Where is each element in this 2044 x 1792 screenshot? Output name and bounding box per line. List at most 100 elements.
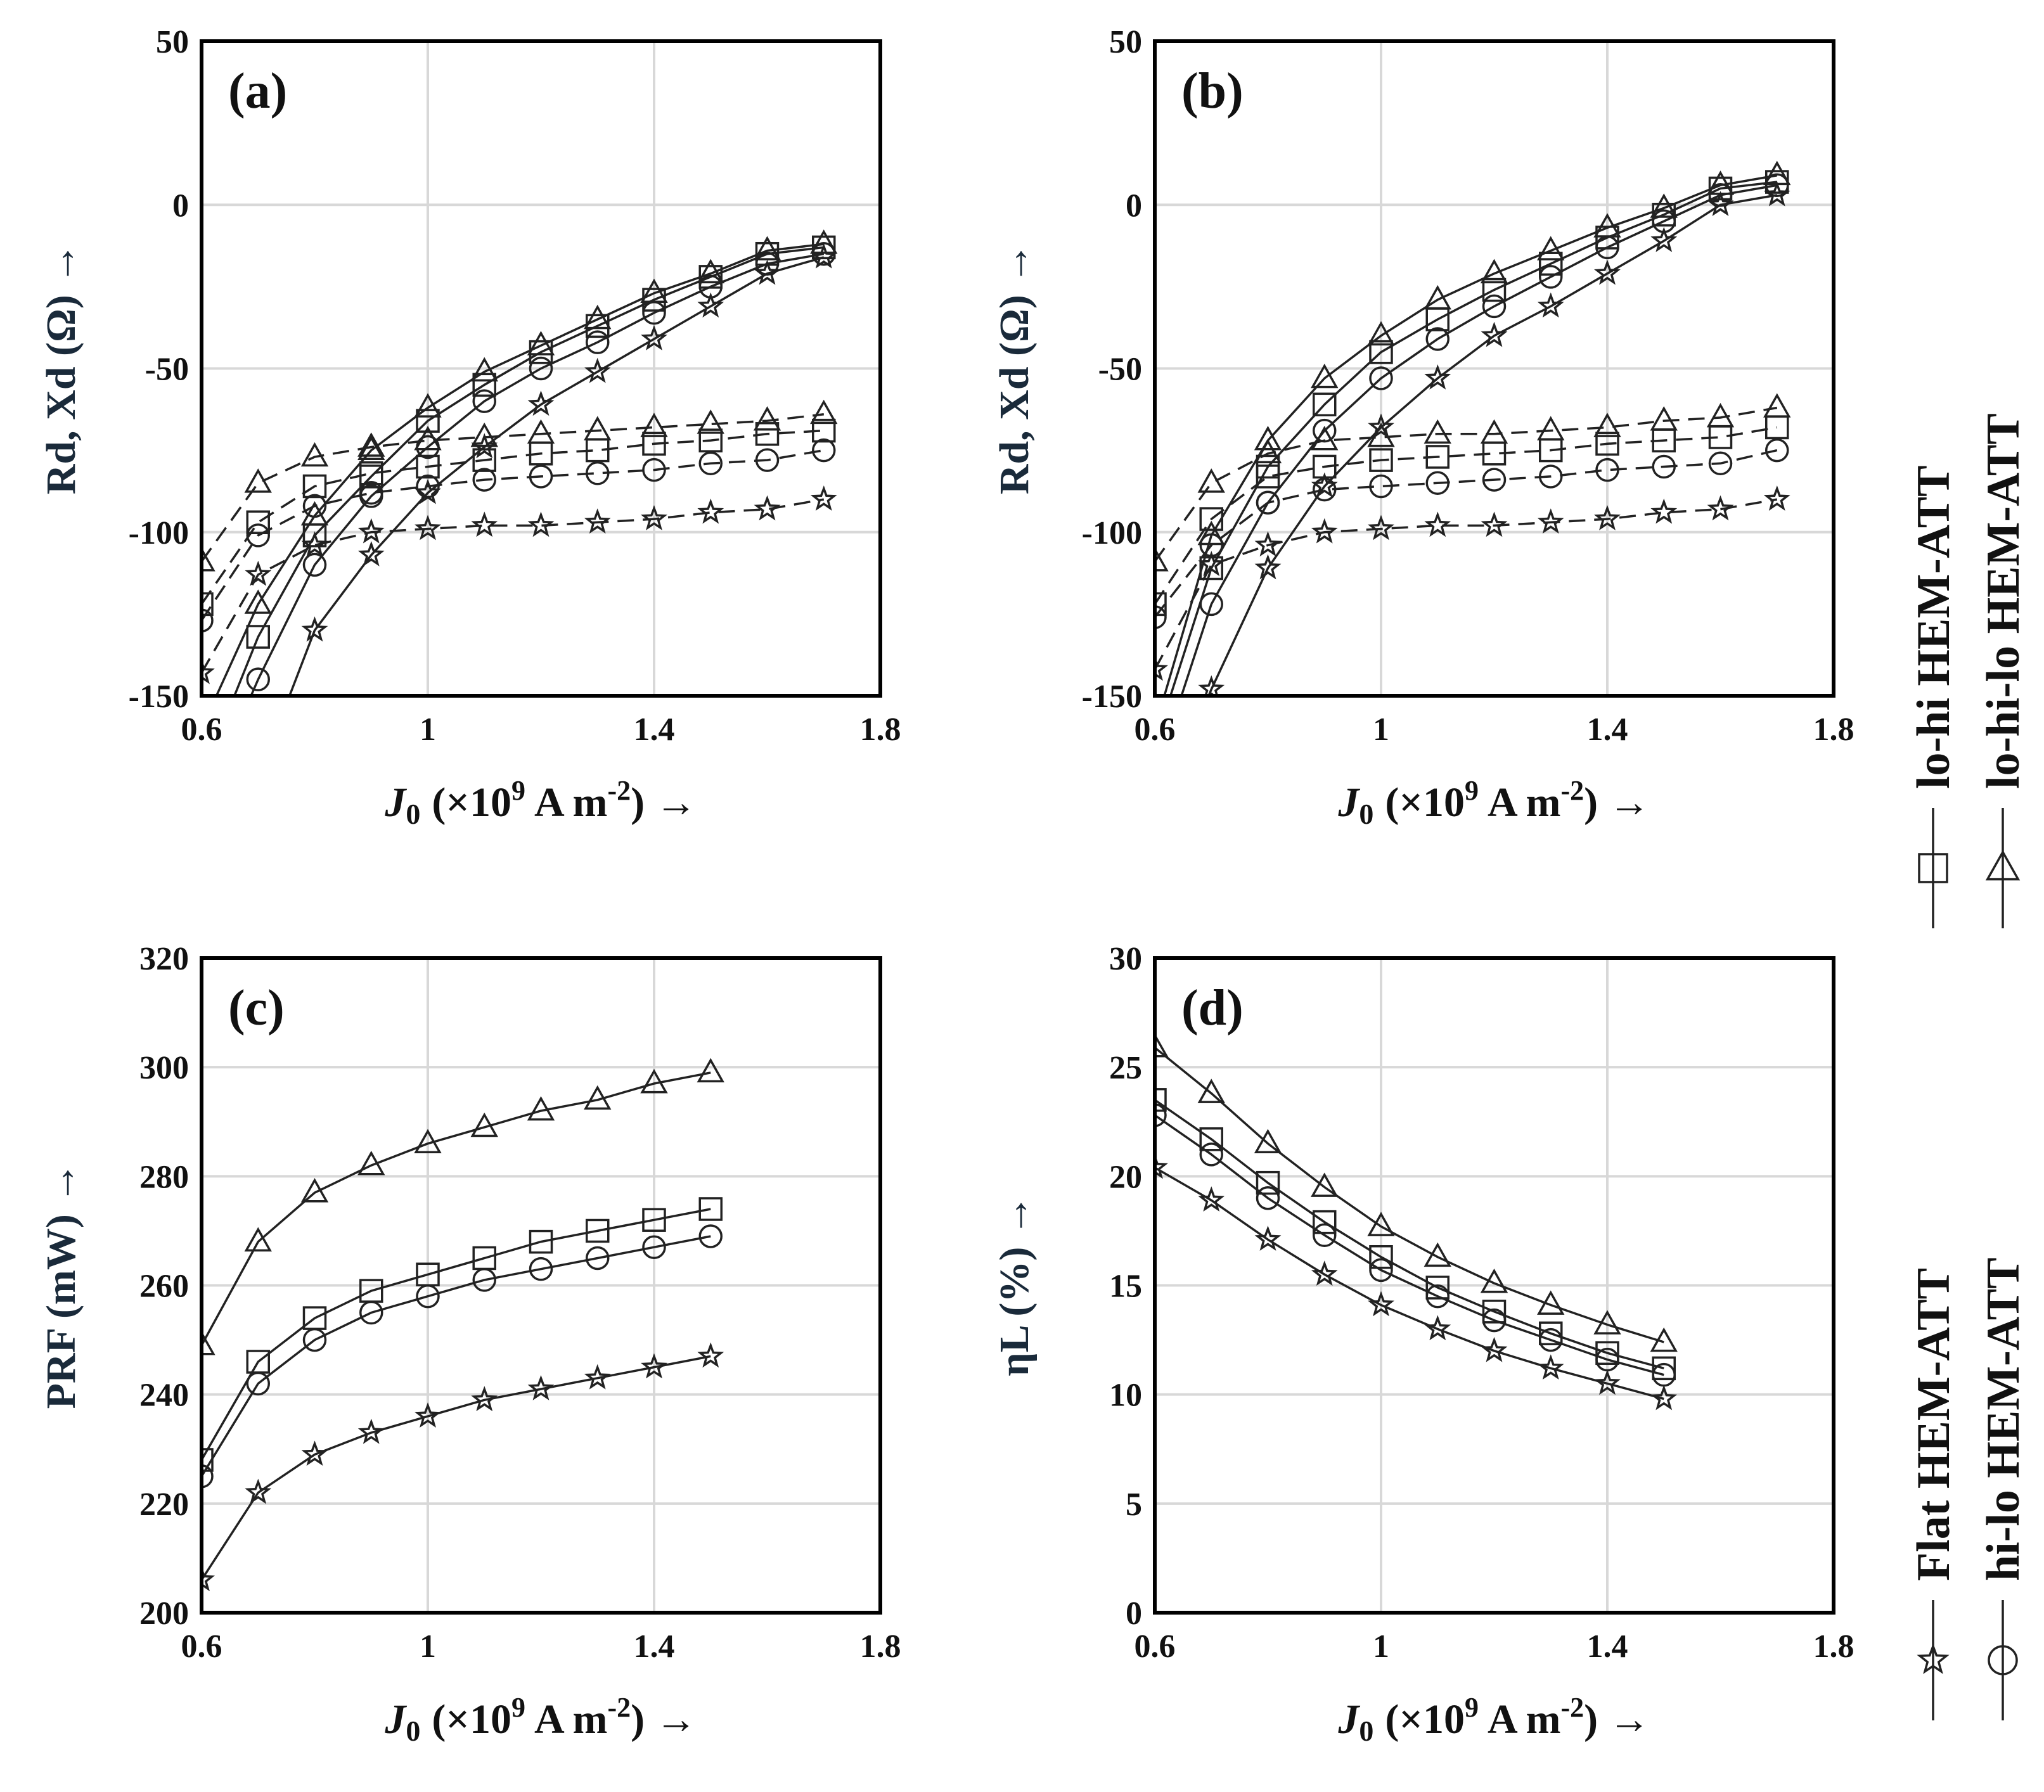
- data-point-square-marker: [698, 1197, 723, 1221]
- x-tick-label: 1.8: [860, 1629, 901, 1665]
- data-point-square-marker: [416, 409, 440, 433]
- data-point-star-marker: [1198, 675, 1225, 696]
- data-point-star-marker: [1368, 413, 1394, 439]
- data-point-circle-marker: [1369, 474, 1393, 499]
- data-point-triangle-marker: [1650, 193, 1678, 218]
- data-point-square-marker: [302, 1306, 327, 1330]
- data-point-star-marker: [527, 390, 555, 416]
- x-axis-label-part: 0: [406, 798, 420, 830]
- data-point-triangle-marker: [1311, 426, 1339, 451]
- y-tick-label: -50: [145, 352, 189, 388]
- x-tick-label: 0.6: [1134, 1629, 1176, 1665]
- x-axis-label: J0 (×109 A m-2) →: [1337, 775, 1650, 830]
- data-point-triangle-marker: [697, 259, 724, 284]
- data-point-triangle-marker: [810, 399, 838, 425]
- data-point-star-marker: [1594, 505, 1621, 530]
- y-tick-label: 5: [1126, 1487, 1142, 1523]
- data-point-triangle-marker: [1311, 1172, 1339, 1197]
- data-point-star-marker: [1594, 1369, 1621, 1395]
- data-point-triangle-marker: [300, 501, 329, 526]
- data-point-star-marker: [245, 1478, 272, 1504]
- data-point-triangle-marker: [1480, 419, 1508, 444]
- x-tick-label: 1.4: [634, 1629, 675, 1665]
- x-axis-label-part: A m: [534, 1696, 608, 1743]
- data-point-circle-marker: [1425, 471, 1449, 496]
- data-point-star-marker: [1311, 518, 1338, 544]
- data-point-star-marker: [1707, 495, 1734, 521]
- data-point-star-marker: [1368, 1291, 1394, 1317]
- x-tick-label: 0.6: [1134, 712, 1176, 748]
- data-point-triangle-marker: [640, 1068, 668, 1094]
- data-point-triangle-marker: [584, 304, 612, 330]
- data-point-circle-marker: [1369, 1258, 1393, 1283]
- data-point-circle-marker: [1482, 468, 1507, 492]
- data-point-star-marker: [301, 616, 328, 642]
- data-point-circle-marker: [191, 800, 212, 821]
- data-point-circle-marker: [1708, 451, 1733, 476]
- y-tick-label: 10: [1109, 1378, 1142, 1414]
- data-point-square-marker: [642, 1208, 666, 1232]
- data-point-triangle-marker: [414, 1129, 442, 1154]
- data-point-square-marker: [359, 461, 383, 485]
- data-point-triangle-marker: [1155, 1033, 1169, 1058]
- data-point-triangle-marker: [753, 406, 781, 431]
- data-point-circle-marker: [1256, 490, 1280, 515]
- panel-label: (c): [228, 980, 285, 1036]
- data-point-circle-marker: [529, 1257, 553, 1281]
- plot-frame: [200, 956, 882, 1615]
- y-tick-label: -100: [1082, 515, 1142, 551]
- data-point-triangle-marker: [414, 393, 442, 418]
- data-point-square-marker: [1539, 1321, 1563, 1346]
- x-tick-label: 1.4: [1587, 1629, 1628, 1665]
- data-point-star-marker: [248, 767, 268, 786]
- data-point-star-marker: [1311, 1260, 1338, 1286]
- data-point-circle-marker: [755, 448, 780, 472]
- x-tick-label: 1: [420, 1629, 436, 1665]
- data-point-circle-marker: [246, 667, 270, 691]
- data-point-triangle-marker: [1706, 402, 1735, 428]
- legend-entry-lo-hi-label: lo-hi HEM-ATT: [1908, 466, 1960, 789]
- x-axis-label-part: 0: [1359, 1715, 1373, 1747]
- data-point-star-marker: [641, 1353, 667, 1379]
- data-point-circle-marker: [1155, 605, 1167, 629]
- data-point-triangle-marker: [1650, 406, 1678, 431]
- data-point-star-marker: [1650, 1385, 1678, 1411]
- data-point-star-marker: [415, 1402, 441, 1428]
- series-line-lo-hi-lo-hem-att: [202, 1072, 711, 1347]
- y-tick-label: 20: [1109, 1159, 1142, 1195]
- data-point-circle-marker: [202, 608, 214, 632]
- y-tick-label: 200: [139, 1596, 189, 1632]
- series-group: [1155, 1033, 1678, 1411]
- data-point-triangle-marker: [1254, 1129, 1282, 1154]
- x-axis-label-part: (×10: [432, 1696, 511, 1743]
- data-point-star-marker: [471, 433, 498, 459]
- data-point-circle-marker: [246, 523, 270, 547]
- series-line-lo-hi-lo-hem-att-rd: [215, 243, 825, 696]
- data-point-star-marker: [697, 498, 724, 524]
- data-point-star-marker: [245, 560, 272, 586]
- data-point-star-marker: [415, 515, 441, 541]
- data-point-square-marker: [472, 1246, 496, 1270]
- y-tick-label: 280: [139, 1159, 189, 1195]
- data-point-star-marker: [1424, 364, 1451, 390]
- data-point-star-marker: [357, 1418, 385, 1444]
- x-axis-label-part: ) →: [631, 1696, 697, 1743]
- data-point-circle-marker: [1369, 366, 1393, 390]
- data-point-triangle-marker: [1197, 468, 1225, 493]
- data-point-star-marker: [584, 357, 611, 383]
- data-point-square-marker: [1369, 340, 1393, 364]
- x-tick-label: 1: [1373, 1629, 1389, 1665]
- y-tick-label: 50: [156, 24, 189, 60]
- data-point-circle-marker: [812, 438, 836, 463]
- data-point-square-marker: [1313, 392, 1337, 417]
- data-point-square-marker: [302, 474, 327, 499]
- data-point-star-marker: [202, 1566, 215, 1592]
- data-point-triangle-marker: [1537, 1290, 1565, 1315]
- x-axis-label: J0 (×109 A m-2) →: [384, 775, 697, 830]
- data-point-square-marker: [1256, 1170, 1280, 1195]
- x-tick-label: 0.6: [181, 712, 222, 748]
- y-tick-label: -150: [1082, 679, 1142, 715]
- data-point-circle-marker: [302, 553, 327, 577]
- x-axis-label-part: ) →: [631, 779, 697, 826]
- x-axis-label: J0 (×109 A m-2) →: [384, 1692, 697, 1747]
